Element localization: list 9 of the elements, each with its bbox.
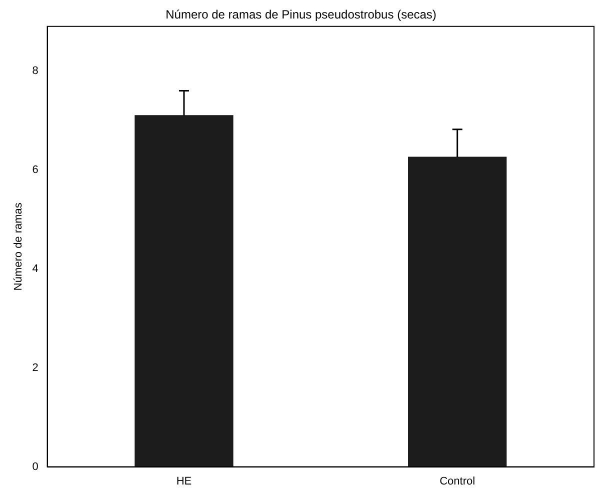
x-tick-label: HE [176, 475, 192, 488]
y-tick-label: 6 [32, 164, 38, 176]
y-tick-label: 4 [32, 262, 38, 275]
y-axis-title: Número de ramas [12, 202, 25, 291]
x-tick-label: Control [440, 475, 476, 488]
y-tick-label: 8 [32, 64, 38, 77]
chart-title: Número de ramas de Pinus pseudostrobus (secas) [166, 8, 436, 22]
y-tick-label: 0 [32, 460, 38, 473]
y-tick-label: 2 [32, 362, 38, 374]
